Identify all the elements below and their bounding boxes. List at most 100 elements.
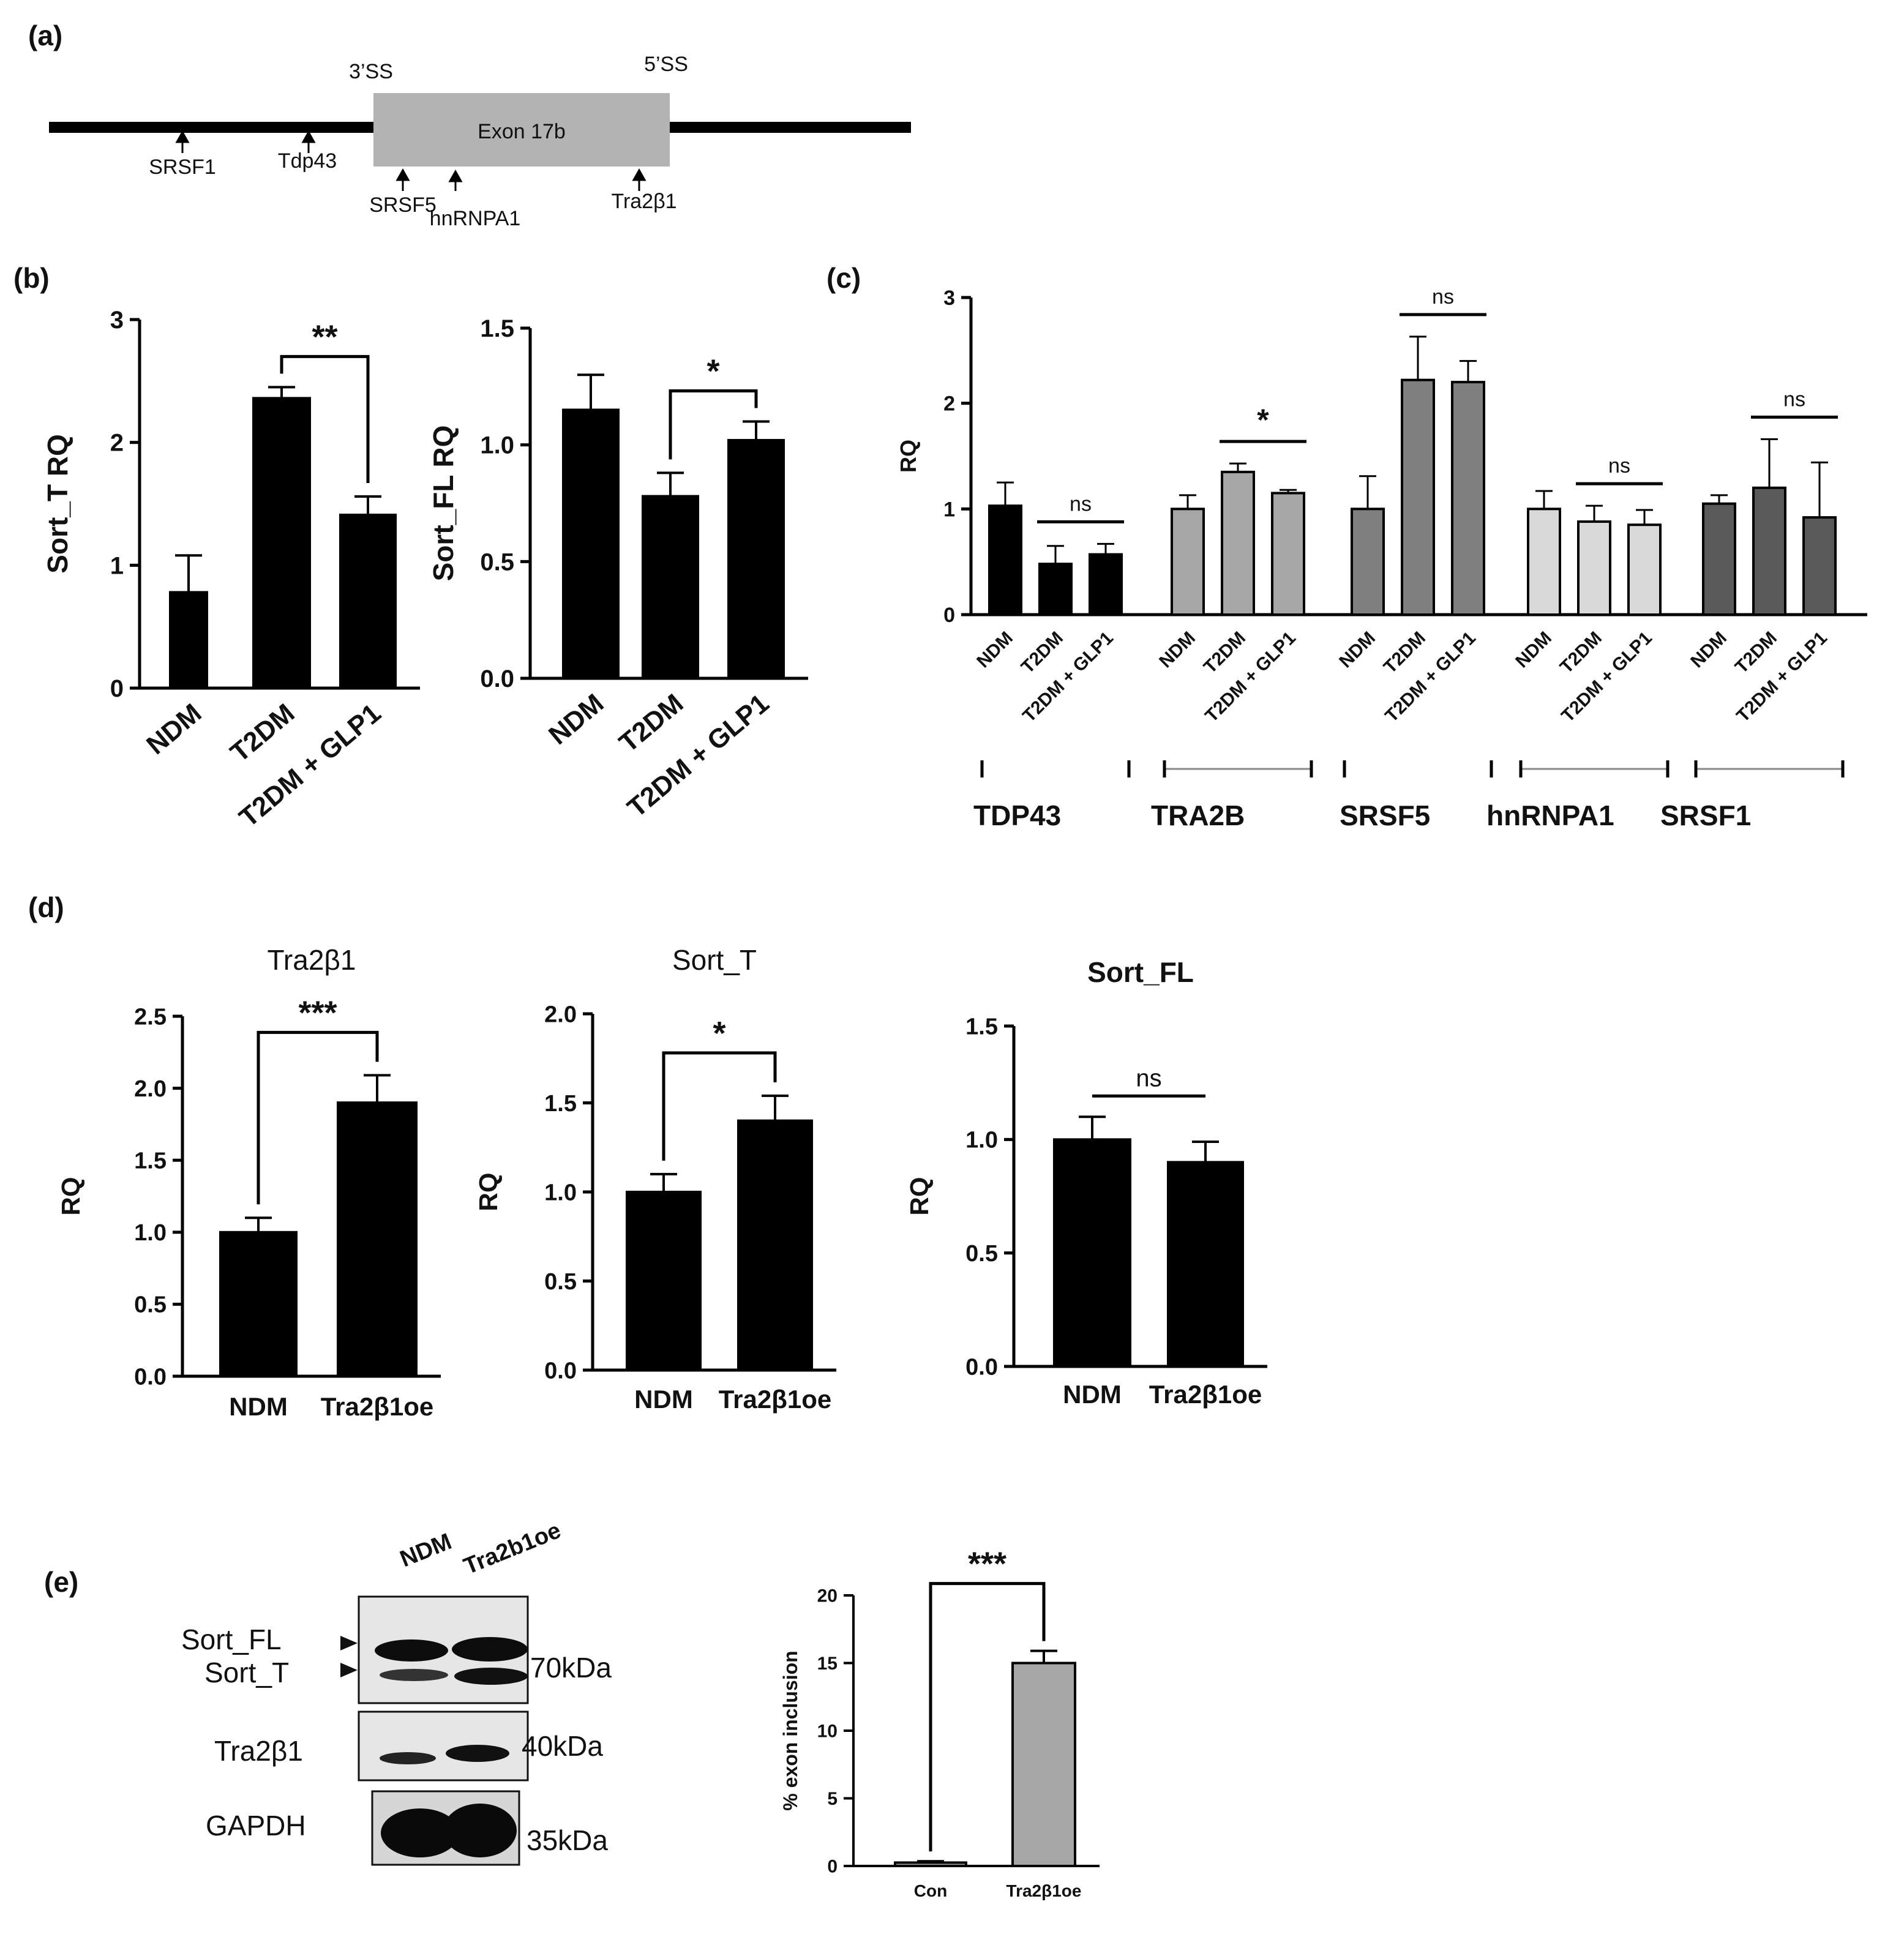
x-tick-label: NDM	[229, 1392, 288, 1421]
panel-label-d: (d)	[28, 891, 64, 923]
x-tick-label: NDM	[634, 1385, 693, 1414]
splice-site-3-label: 3’SS	[349, 60, 393, 83]
bar	[1802, 516, 1837, 616]
x-tick-label: NDM	[1155, 628, 1199, 672]
y-tick-label: 0.5	[965, 1241, 998, 1267]
significance-label: *	[713, 1015, 725, 1052]
group-bracket	[1520, 760, 1669, 777]
y-tick-label: 2.0	[544, 1002, 577, 1027]
y-tick-label: 1.0	[544, 1180, 577, 1205]
bar	[1401, 378, 1435, 616]
chart-c-group-labels: TDP43 TRA2B SRSF5 hnRNPA1 SRSF1	[973, 800, 1751, 831]
y-tick-label: 1.0	[480, 432, 514, 459]
significance-label: ***	[298, 994, 337, 1031]
bar	[337, 1101, 418, 1377]
arrow-sortfl-icon	[340, 1636, 358, 1650]
exon-diagram: Exon 17b 3’SS 5’SS SRSF1 Tdp43 SRSF5 hnR…	[49, 53, 911, 230]
x-tick-label: T2DM + GLP1	[1381, 628, 1480, 727]
y-tick-label: 20	[817, 1586, 838, 1606]
bar	[1702, 502, 1736, 616]
x-tick-label: T2DM	[1018, 628, 1067, 678]
lane-label-tra2b1oe: Tra2b1oe	[460, 1518, 564, 1579]
group-bracket	[1163, 760, 1313, 777]
x-tick-label: T2DM	[1380, 628, 1430, 678]
y-tick-label: 0.5	[480, 549, 514, 575]
x-tick-label: T2DM + GLP1	[1557, 628, 1656, 727]
group-label-srsf1: SRSF1	[1660, 800, 1751, 831]
bar	[626, 1191, 702, 1371]
group-label-srsf5: SRSF5	[1340, 800, 1430, 831]
bar	[1221, 470, 1255, 616]
binding-site-srsf1: SRSF1	[149, 155, 216, 179]
group-label-tdp43: TDP43	[973, 800, 1061, 831]
bar	[1089, 553, 1123, 616]
panel-label-b: (b)	[13, 262, 50, 294]
bar	[894, 1861, 967, 1868]
binding-site-tra2b1: Tra2β1	[611, 190, 677, 213]
bar	[1451, 381, 1485, 616]
bar	[1038, 563, 1073, 616]
band-label-sortt: Sort_T	[204, 1657, 289, 1688]
bar	[1053, 1138, 1131, 1368]
significance-label: ns	[1608, 454, 1630, 478]
x-tick-label: NDM	[1335, 628, 1379, 672]
exon-box	[373, 93, 670, 167]
significance-label: ns	[1136, 1065, 1161, 1092]
significance-label: **	[312, 318, 337, 355]
group-bracket	[1343, 760, 1493, 777]
bar	[1171, 508, 1205, 616]
chart-exon-inclusion: 0 5 10 15 20 % exon inclusion Con Tra2β1oe ***	[779, 1546, 1100, 1900]
y-tick-label: 5	[827, 1789, 838, 1809]
y-tick-label: 0.5	[544, 1269, 577, 1295]
significance-bracket	[280, 354, 370, 483]
y-tick-label: 0	[827, 1857, 838, 1877]
size-label-35: 35kDa	[527, 1824, 608, 1856]
group-label-hnrnpa1: hnRNPA1	[1486, 800, 1614, 831]
y-tick-label: 1.5	[480, 315, 514, 342]
x-tick-label: NDM	[543, 688, 609, 751]
band-label-sortfl: Sort_FL	[181, 1624, 282, 1655]
significance-label: ns	[1783, 388, 1805, 411]
x-tick-label: Tra2β1oe	[1006, 1881, 1082, 1900]
binding-site-srsf5: SRSF5	[369, 193, 437, 217]
binding-site-arrows	[175, 130, 647, 191]
band-gapdh-ndm	[381, 1808, 459, 1857]
x-tick-label: Tra2β1oe	[719, 1385, 831, 1414]
y-tick-label: 1.0	[134, 1220, 167, 1246]
chart-sort-t-oe: 0.0 0.5 1.0 1.5 2.0 RQ Sort_T NDM Tra2β1oe *	[474, 944, 836, 1414]
binding-site-hnrnpa1: hnRNPA1	[430, 207, 521, 230]
y-tick-label: 2	[943, 392, 955, 416]
y-tick-label: 1	[110, 552, 124, 579]
exon-label: Exon 17b	[478, 120, 566, 143]
western-blot: NDM Tra2b1oe Sort_FL Sort_T 70kDa Tra2β1…	[181, 1518, 612, 1866]
group-bracket	[981, 760, 1130, 777]
splice-site-5-label: 5’SS	[644, 53, 688, 76]
panel-label-e: (e)	[44, 1566, 78, 1598]
bar	[727, 439, 785, 680]
y-tick-label: 1.5	[965, 1014, 998, 1040]
y-axis-label: RQ	[896, 440, 921, 473]
x-tick-label: NDM	[1512, 628, 1556, 672]
lane-label-ndm: NDM	[397, 1529, 455, 1572]
y-tick-label: 0.5	[134, 1292, 167, 1318]
y-axis-label: RQ	[56, 1177, 85, 1216]
bar	[1527, 508, 1561, 616]
x-tick-label: T2DM + GLP1	[1019, 628, 1117, 727]
band-sortt-ndm	[380, 1669, 448, 1681]
group-label-tra2b: TRA2B	[1151, 800, 1245, 831]
band-sortfl-ndm	[375, 1639, 448, 1662]
x-tick-label: NDM	[973, 628, 1017, 672]
y-tick-label: 0	[110, 675, 124, 702]
y-tick-label: 2.0	[134, 1076, 167, 1102]
blot-panel-tra2b1	[358, 1710, 529, 1782]
y-tick-label: 15	[817, 1654, 838, 1674]
x-tick-label: T2DM	[1731, 628, 1781, 678]
x-tick-label: T2DM	[613, 688, 689, 759]
chart-title: Sort_FL	[1087, 956, 1194, 988]
bar	[1011, 1662, 1076, 1867]
y-axis-label: % exon inclusion	[779, 1650, 801, 1810]
x-tick-label: T2DM	[1200, 628, 1250, 678]
